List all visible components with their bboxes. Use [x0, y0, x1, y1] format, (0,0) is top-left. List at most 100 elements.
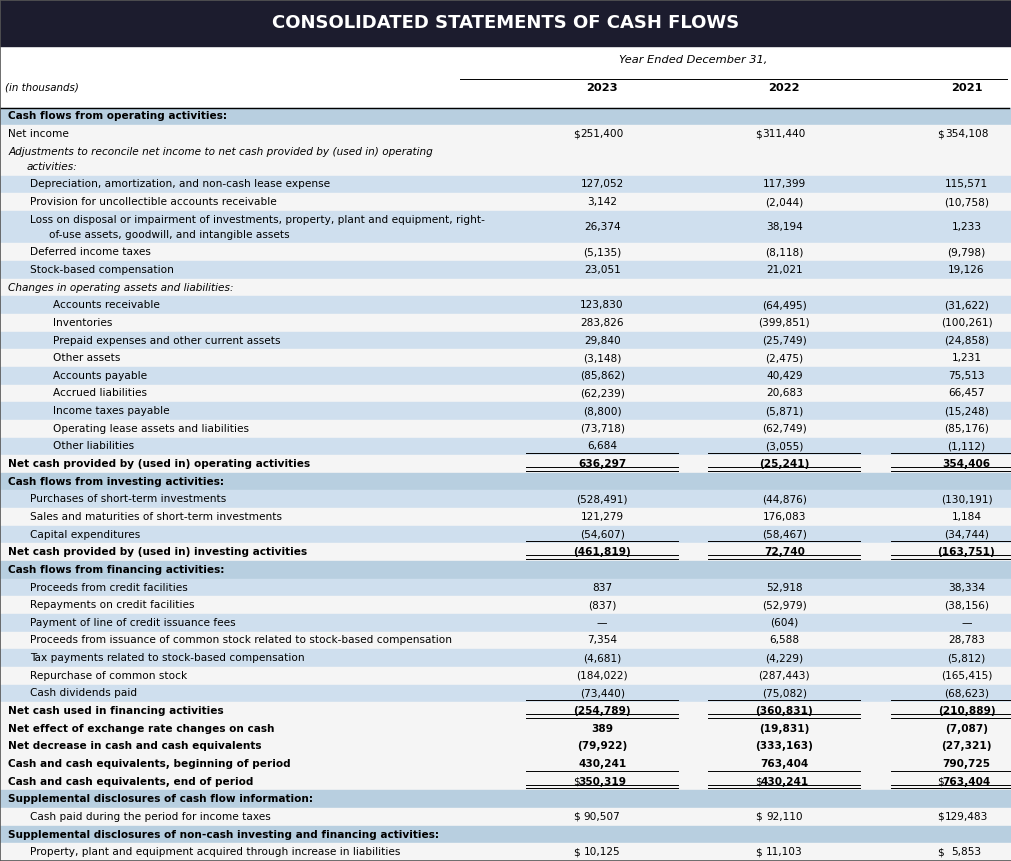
Bar	[0, 473, 1011, 491]
Text: (528,491): (528,491)	[576, 494, 627, 505]
Bar	[0, 143, 1011, 176]
Text: Property, plant and equipment acquired through increase in liabilities: Property, plant and equipment acquired t…	[30, 847, 400, 858]
Text: 6,588: 6,588	[768, 635, 799, 646]
Bar	[0, 808, 1011, 826]
Text: Depreciation, amortization, and non-cash lease expense: Depreciation, amortization, and non-cash…	[30, 179, 331, 189]
Text: (333,163): (333,163)	[754, 741, 813, 752]
Bar	[0, 790, 1011, 808]
Text: (287,443): (287,443)	[757, 671, 810, 681]
Text: (73,718): (73,718)	[579, 424, 624, 434]
Text: $: $	[754, 812, 761, 822]
Text: $: $	[572, 777, 579, 787]
Text: (604): (604)	[769, 618, 798, 628]
Text: Income taxes payable: Income taxes payable	[53, 406, 169, 416]
Bar	[0, 420, 1011, 437]
Text: (254,789): (254,789)	[573, 706, 630, 716]
Text: Cash and cash equivalents, beginning of period: Cash and cash equivalents, beginning of …	[8, 759, 290, 769]
Text: (360,831): (360,831)	[754, 706, 813, 716]
Text: (837): (837)	[587, 600, 616, 610]
Text: (44,876): (44,876)	[761, 494, 806, 505]
Text: 176,083: 176,083	[762, 512, 805, 522]
Bar	[0, 755, 1011, 773]
Text: (85,862): (85,862)	[579, 371, 624, 381]
Text: (4,681): (4,681)	[582, 653, 621, 663]
Text: $: $	[754, 847, 761, 858]
Text: (130,191): (130,191)	[939, 494, 992, 505]
Text: (64,495): (64,495)	[761, 300, 806, 310]
Text: (461,819): (461,819)	[572, 548, 631, 557]
Text: 66,457: 66,457	[947, 388, 984, 399]
Bar	[0, 261, 1011, 279]
Text: (38,156): (38,156)	[943, 600, 988, 610]
Text: (52,979): (52,979)	[761, 600, 806, 610]
Text: Deferred income taxes: Deferred income taxes	[30, 247, 151, 257]
Text: Other liabilities: Other liabilities	[53, 442, 133, 451]
Text: (62,749): (62,749)	[761, 424, 806, 434]
Text: 790,725: 790,725	[941, 759, 990, 769]
Text: Cash and cash equivalents, end of period: Cash and cash equivalents, end of period	[8, 777, 253, 787]
Text: Cash dividends paid: Cash dividends paid	[30, 689, 137, 698]
Bar	[0, 844, 1011, 861]
Bar	[0, 579, 1011, 597]
Bar	[0, 125, 1011, 143]
Text: (7,087): (7,087)	[944, 724, 987, 734]
Text: 75,513: 75,513	[947, 371, 984, 381]
Text: Changes in operating assets and liabilities:: Changes in operating assets and liabilit…	[8, 282, 234, 293]
Bar	[0, 437, 1011, 455]
Text: 90,507: 90,507	[583, 812, 620, 822]
Bar	[0, 703, 1011, 720]
Text: (24,858): (24,858)	[943, 336, 988, 345]
Text: Supplemental disclosures of non-cash investing and financing activities:: Supplemental disclosures of non-cash inv…	[8, 829, 439, 839]
Text: 92,110: 92,110	[765, 812, 802, 822]
Bar	[0, 0, 1011, 46]
Text: 354,406: 354,406	[941, 459, 990, 469]
Text: 311,440: 311,440	[762, 129, 805, 139]
Bar	[0, 367, 1011, 385]
Text: Stock-based compensation: Stock-based compensation	[30, 265, 174, 275]
Text: activities:: activities:	[26, 162, 77, 171]
Text: (3,148): (3,148)	[582, 353, 621, 363]
Bar	[0, 508, 1011, 526]
Text: (15,248): (15,248)	[943, 406, 988, 416]
Text: (73,440): (73,440)	[579, 689, 624, 698]
Bar	[0, 385, 1011, 402]
Text: Purchases of short-term investments: Purchases of short-term investments	[30, 494, 226, 505]
Text: Cash paid during the period for income taxes: Cash paid during the period for income t…	[30, 812, 271, 822]
Text: 72,740: 72,740	[763, 548, 804, 557]
Text: 251,400: 251,400	[580, 129, 623, 139]
Text: (25,749): (25,749)	[761, 336, 806, 345]
Text: $: $	[572, 812, 579, 822]
Bar	[0, 614, 1011, 632]
Text: (399,851): (399,851)	[757, 318, 810, 328]
Bar	[0, 632, 1011, 649]
Text: (19,831): (19,831)	[758, 724, 809, 734]
Text: 763,404: 763,404	[759, 759, 808, 769]
Text: Tax payments related to stock-based compensation: Tax payments related to stock-based comp…	[30, 653, 304, 663]
Text: (62,239): (62,239)	[579, 388, 624, 399]
Text: Net cash provided by (used in) operating activities: Net cash provided by (used in) operating…	[8, 459, 310, 469]
Text: Repurchase of common stock: Repurchase of common stock	[30, 671, 187, 681]
Text: Accrued liabilities: Accrued liabilities	[53, 388, 147, 399]
Text: 11,103: 11,103	[765, 847, 802, 858]
Bar	[0, 667, 1011, 684]
Text: 26,374: 26,374	[583, 222, 620, 232]
Bar	[0, 649, 1011, 667]
Bar	[0, 738, 1011, 755]
Text: Capital expenditures: Capital expenditures	[30, 530, 141, 540]
Text: (68,623): (68,623)	[943, 689, 988, 698]
Text: 21,021: 21,021	[765, 265, 802, 275]
Text: Operating lease assets and liabilities: Operating lease assets and liabilities	[53, 424, 249, 434]
Text: 1,184: 1,184	[950, 512, 981, 522]
Text: CONSOLIDATED STATEMENTS OF CASH FLOWS: CONSOLIDATED STATEMENTS OF CASH FLOWS	[272, 15, 739, 32]
Text: 127,052: 127,052	[580, 179, 623, 189]
Text: Proceeds from issuance of common stock related to stock-based compensation: Proceeds from issuance of common stock r…	[30, 635, 452, 646]
Text: Payment of line of credit issuance fees: Payment of line of credit issuance fees	[30, 618, 236, 628]
Text: Cash flows from financing activities:: Cash flows from financing activities:	[8, 565, 224, 575]
Text: Cash flows from operating activities:: Cash flows from operating activities:	[8, 111, 227, 121]
Text: 40,429: 40,429	[765, 371, 802, 381]
Text: 430,241: 430,241	[577, 759, 626, 769]
Text: Provision for uncollectible accounts receivable: Provision for uncollectible accounts rec…	[30, 197, 277, 207]
Bar	[0, 402, 1011, 420]
Bar	[0, 176, 1011, 193]
Bar	[0, 491, 1011, 508]
